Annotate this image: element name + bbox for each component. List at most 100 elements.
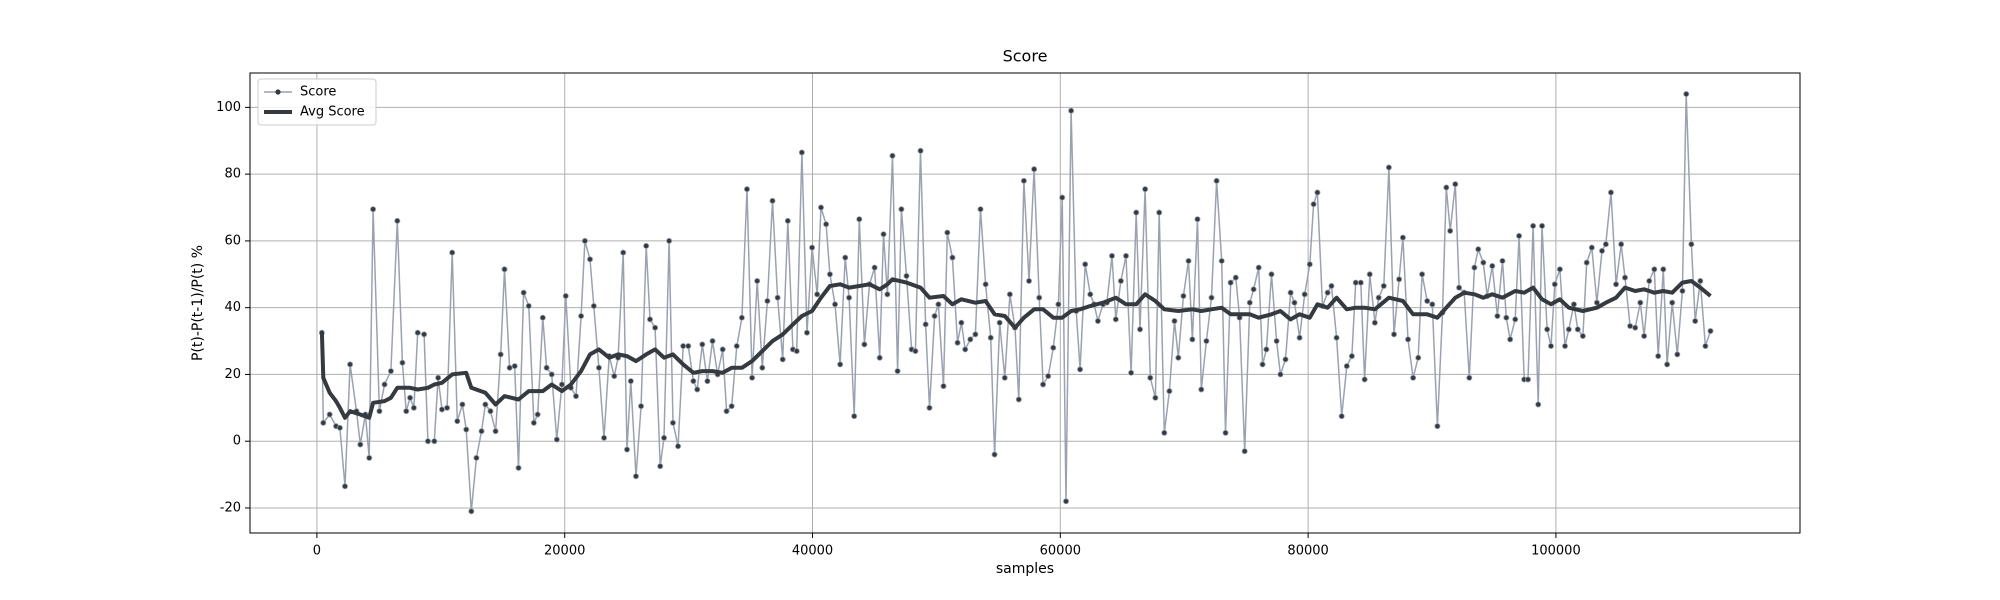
score-marker bbox=[709, 338, 716, 345]
score-marker bbox=[1123, 252, 1130, 259]
score-marker bbox=[414, 329, 421, 336]
axes-frame bbox=[249, 72, 1801, 534]
x-tick-label: 20000 bbox=[544, 544, 585, 559]
score-marker bbox=[1641, 333, 1648, 340]
score-marker bbox=[704, 378, 711, 385]
score-marker bbox=[1291, 299, 1298, 306]
score-marker bbox=[1424, 297, 1431, 304]
score-marker bbox=[861, 341, 868, 348]
score-marker bbox=[685, 343, 692, 350]
score-marker bbox=[1419, 271, 1426, 278]
score-marker bbox=[1583, 259, 1590, 266]
score-marker bbox=[444, 404, 451, 411]
score-marker bbox=[539, 314, 546, 321]
score-marker bbox=[884, 291, 891, 298]
score-marker bbox=[515, 464, 522, 471]
score-marker bbox=[1227, 279, 1234, 286]
score-marker bbox=[1277, 371, 1284, 378]
score-marker bbox=[1547, 343, 1554, 350]
score-marker bbox=[1189, 336, 1196, 343]
score-marker bbox=[553, 436, 560, 443]
score-marker bbox=[403, 408, 410, 415]
score-marker bbox=[1380, 282, 1387, 289]
score-marker bbox=[1324, 289, 1331, 296]
score-marker bbox=[977, 206, 984, 213]
score-marker bbox=[1094, 318, 1101, 325]
score-marker bbox=[587, 256, 594, 263]
score-marker bbox=[1688, 241, 1695, 248]
score-marker bbox=[1314, 189, 1321, 196]
score-marker bbox=[548, 371, 555, 378]
score-marker bbox=[632, 473, 639, 480]
score-marker bbox=[1068, 107, 1075, 114]
score-marker bbox=[774, 294, 781, 301]
score-marker bbox=[1602, 241, 1609, 248]
score-marker bbox=[1669, 299, 1676, 306]
score-marker bbox=[1310, 201, 1317, 208]
y-axis-label: P(t)-P(t-1)/P(t) % bbox=[190, 245, 206, 361]
score-marker bbox=[719, 346, 726, 353]
score-marker bbox=[1471, 264, 1478, 271]
score-marker bbox=[543, 364, 550, 371]
legend-label: Avg Score bbox=[300, 105, 365, 120]
score-marker bbox=[478, 428, 485, 435]
x-tick-label: 80000 bbox=[1287, 544, 1328, 559]
score-marker bbox=[728, 403, 735, 410]
score-marker bbox=[1348, 353, 1355, 360]
score-marker bbox=[1333, 334, 1340, 341]
score-marker bbox=[1001, 374, 1008, 381]
score-marker bbox=[511, 363, 518, 370]
score-marker bbox=[1544, 326, 1551, 333]
y-tick-label: 100 bbox=[216, 100, 241, 115]
score-marker bbox=[880, 231, 887, 238]
score-marker bbox=[826, 271, 833, 278]
score-marker bbox=[743, 186, 750, 193]
score-marker bbox=[690, 378, 697, 385]
score-marker bbox=[530, 419, 537, 426]
score-marker bbox=[958, 319, 965, 326]
score-marker bbox=[1222, 429, 1229, 436]
score-marker bbox=[1328, 282, 1335, 289]
score-marker bbox=[1415, 354, 1422, 361]
score-marker bbox=[1466, 374, 1473, 381]
score-marker bbox=[894, 368, 901, 375]
score-marker bbox=[347, 361, 354, 368]
y-tick-label: -20 bbox=[220, 500, 241, 515]
score-marker bbox=[1352, 279, 1359, 286]
x-tick-label: 100000 bbox=[1531, 544, 1581, 559]
score-marker bbox=[336, 424, 343, 431]
score-marker bbox=[723, 408, 730, 415]
score-marker bbox=[1171, 318, 1178, 325]
score-marker bbox=[823, 221, 830, 228]
score-marker bbox=[1194, 216, 1201, 223]
score-marker bbox=[1660, 266, 1667, 273]
score-marker bbox=[620, 249, 627, 256]
score-marker bbox=[1361, 376, 1368, 383]
score-marker bbox=[949, 254, 956, 261]
score-marker bbox=[424, 438, 431, 445]
score-marker bbox=[1593, 299, 1600, 306]
score-marker bbox=[468, 508, 475, 515]
score-marker bbox=[492, 428, 499, 435]
score-marker bbox=[454, 418, 461, 425]
score-marker bbox=[1296, 334, 1303, 341]
score-marker bbox=[487, 408, 494, 415]
score-marker bbox=[1036, 294, 1043, 301]
score-marker bbox=[1570, 301, 1577, 308]
score-marker bbox=[1082, 261, 1089, 268]
score-marker bbox=[1588, 244, 1595, 251]
score-marker bbox=[421, 331, 428, 338]
score-marker bbox=[578, 313, 585, 320]
score-marker bbox=[506, 364, 513, 371]
score-marker bbox=[370, 206, 377, 213]
score-marker bbox=[449, 249, 456, 256]
score-marker bbox=[611, 373, 618, 380]
score-marker bbox=[809, 244, 816, 251]
score-marker bbox=[1175, 354, 1182, 361]
score-marker bbox=[652, 324, 659, 331]
score-marker bbox=[590, 303, 597, 310]
score-marker bbox=[1180, 292, 1187, 299]
score-marker bbox=[1375, 294, 1382, 301]
score-marker bbox=[1637, 299, 1644, 306]
